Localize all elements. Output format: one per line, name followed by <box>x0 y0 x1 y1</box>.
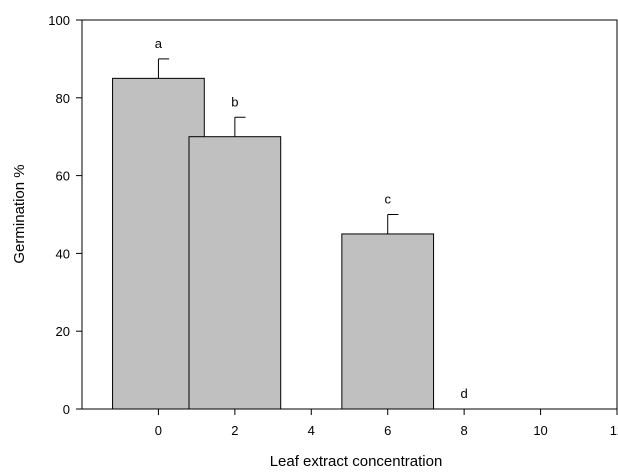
bars-group <box>112 77 435 410</box>
x-tick-label: 0 <box>155 423 162 438</box>
x-tick-label: 4 <box>308 423 315 438</box>
y-tick-label: 80 <box>56 91 70 106</box>
significance-label: c <box>384 192 391 207</box>
y-tick-label: 60 <box>56 169 70 184</box>
x-tick-label: 10 <box>533 423 547 438</box>
y-axis-title: Germination % <box>11 164 28 263</box>
significance-label: a <box>155 36 163 51</box>
y-tick-label: 100 <box>48 13 70 28</box>
significance-labels-group: a b c d <box>155 36 468 401</box>
error-bars-group <box>157 58 399 234</box>
significance-label: b <box>231 94 238 109</box>
y-tick-label: 0 <box>63 402 70 417</box>
y-tick-label: 20 <box>56 324 70 339</box>
bar <box>341 233 435 410</box>
bar <box>188 136 282 410</box>
x-tick-label: 8 <box>461 423 468 438</box>
y-axis-ticks: 0 20 40 60 80 100 <box>48 13 82 417</box>
significance-label: d <box>461 386 468 401</box>
x-tick-label: 12 <box>610 423 618 438</box>
x-tick-label: 2 <box>231 423 238 438</box>
x-tick-label: 6 <box>384 423 391 438</box>
y-tick-label: 40 <box>56 246 70 261</box>
x-axis-title: Leaf extract concentration <box>270 453 443 470</box>
x-axis-ticks: 0 2 4 6 8 10 12 <box>155 409 618 438</box>
